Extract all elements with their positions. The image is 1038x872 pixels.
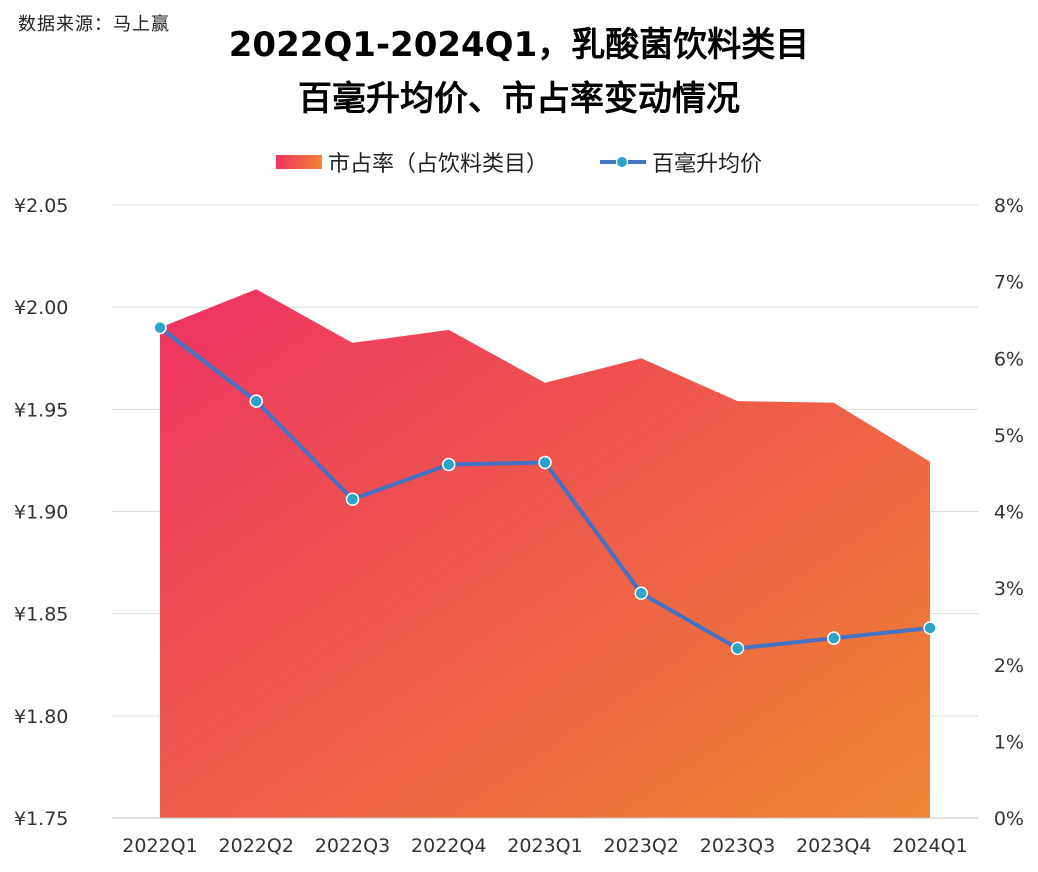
avg-price-point	[730, 641, 745, 656]
legend-label-market-share: 市占率（占饮料类目）	[327, 152, 548, 177]
x-tick-label: 2023Q4	[796, 835, 871, 857]
y-right-tick-label: 8%	[994, 195, 1024, 217]
legend-label-avg-price: 百毫升均价	[652, 152, 763, 177]
y-right-tick-label: 2%	[994, 655, 1024, 677]
y-left-tick-label: ¥2.05	[14, 195, 68, 217]
x-tick-label: 2024Q1	[892, 835, 967, 857]
y-left-tick-label: ¥1.90	[14, 502, 68, 524]
x-tick-label: 2023Q2	[604, 835, 679, 857]
x-tick-label: 2023Q3	[700, 835, 775, 857]
x-tick-label: 2022Q3	[315, 835, 390, 857]
y-right-tick-label: 6%	[994, 348, 1024, 370]
y-left-tick-label: ¥1.75	[14, 808, 68, 830]
x-tick-label: 2022Q1	[122, 835, 197, 857]
avg-price-point	[153, 320, 167, 335]
avg-price-point	[538, 455, 552, 470]
y-left-tick-label: ¥1.85	[14, 604, 68, 626]
chart-title-line-1: 2022Q1-2024Q1，乳酸菌饮料类目	[228, 25, 810, 65]
avg-price-point	[249, 394, 263, 408]
y-right-tick-label: 5%	[994, 425, 1024, 447]
avg-price-point	[923, 621, 937, 635]
legend-item-market-share: 市占率（占饮料类目）	[275, 146, 548, 178]
y-right-tick-label: 7%	[994, 272, 1024, 294]
y-right-tick-label: 4%	[994, 502, 1024, 524]
y-right-tick-label: 0%	[994, 808, 1024, 830]
avg-price-point	[827, 631, 841, 645]
market-share-area	[160, 289, 930, 819]
x-tick-label: 2022Q4	[411, 835, 486, 857]
y-left-tick-label: ¥1.80	[14, 706, 68, 728]
x-tick-label: 2022Q2	[219, 835, 294, 857]
legend-swatch-area	[275, 155, 322, 169]
x-tick-label: 2023Q1	[507, 835, 582, 857]
source-note: 数据来源：马上赢	[18, 14, 170, 35]
chart-legend: 市占率（占饮料类目） 百毫升均价	[0, 146, 1038, 178]
legend-item-avg-price: 百毫升均价	[600, 146, 762, 178]
y-left-tick-label: ¥2.00	[14, 297, 68, 319]
avg-price-point	[634, 586, 648, 600]
avg-price-point	[345, 492, 360, 506]
y-right-tick-label: 3%	[994, 578, 1024, 600]
avg-price-point	[442, 457, 456, 472]
y-right-tick-label: 1%	[994, 731, 1024, 753]
legend-swatch-line	[600, 155, 646, 169]
chart-title-line-2: 百毫升均价、市占率变动情况	[298, 79, 740, 119]
y-left-tick-label: ¥1.95	[14, 399, 68, 421]
